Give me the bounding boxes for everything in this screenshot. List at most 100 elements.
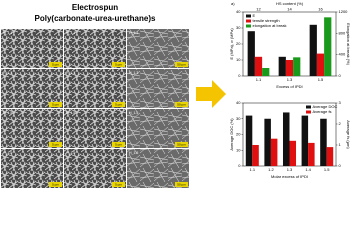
y-axis-label: E (MPa), σ (MPa) <box>229 28 234 60</box>
bar <box>247 31 255 76</box>
y-tick-label: 40 <box>236 9 241 14</box>
legend-label: E <box>253 13 256 18</box>
legend-swatch <box>306 105 311 109</box>
micrograph <box>64 109 126 148</box>
micrograph-label: H_1.3 <box>66 71 75 75</box>
bar <box>308 142 315 166</box>
scale-label: 50 µm <box>177 182 186 186</box>
arrow <box>196 80 226 108</box>
scale-label: 50 µm <box>177 102 186 106</box>
bar <box>309 24 317 76</box>
scale-label: 5 µm <box>52 62 59 66</box>
y-tick-label: 0 <box>238 73 241 78</box>
y2-tick-label: 400 <box>339 52 346 57</box>
scale-box <box>112 182 125 187</box>
micrograph <box>1 69 63 108</box>
x-tick-label: 1.1 <box>250 167 256 172</box>
scale-label: 50 µm <box>177 142 186 146</box>
bar <box>278 56 286 76</box>
scale-box <box>49 102 62 107</box>
scale-label: 5 µm <box>52 182 59 186</box>
bar <box>316 53 325 76</box>
bar <box>262 68 270 76</box>
top-tick-label: 14 <box>287 7 292 12</box>
bar <box>326 147 334 166</box>
scale-box <box>175 102 188 107</box>
scale-label: 5 µm <box>115 102 122 106</box>
bar <box>293 57 301 76</box>
bar <box>289 140 297 166</box>
micrograph <box>1 109 63 148</box>
micrograph-label: H_1.5 <box>66 151 75 155</box>
panel-label: a) <box>231 1 235 6</box>
top-axis-label: HS content (%) <box>276 1 304 6</box>
x-axis-label: Molar excess of IPDI <box>271 174 308 179</box>
x-tick-label: 1.1 <box>256 77 262 82</box>
y2-tick-label: 1 <box>339 142 342 147</box>
micrograph-label: H_1.5 <box>129 111 138 115</box>
scale-box <box>112 142 125 147</box>
micrograph <box>64 149 126 188</box>
y-tick-label: 20 <box>236 132 241 137</box>
bar <box>301 115 309 166</box>
y2-tick-label: 800 <box>339 30 346 35</box>
scale-box <box>49 62 62 67</box>
scale-box <box>49 142 62 147</box>
micrograph-label: H_1.5 <box>3 151 12 155</box>
micrograph <box>1 149 63 188</box>
scale-label: 5 µm <box>52 102 59 106</box>
micrograph <box>127 29 189 68</box>
micrograph-label: H_1.1 <box>3 31 12 35</box>
scale-label: 5 µm <box>115 142 122 146</box>
legend-label: elongation at break <box>253 23 287 28</box>
micrograph-label: H_1.3 <box>3 71 12 75</box>
scale-label: 5 µm <box>115 182 122 186</box>
legend-swatch <box>246 24 251 28</box>
scale-box <box>49 182 62 187</box>
micrograph <box>127 109 189 148</box>
bar <box>270 138 278 166</box>
x-tick-label: 1.2 <box>268 167 274 172</box>
scale-label: 50 µm <box>177 62 186 66</box>
title-line: Poly(carbonate-urea-urethane)s <box>35 14 156 23</box>
y2-axis-label: Average fs (µm) <box>346 120 351 149</box>
y-tick-label: 10 <box>236 147 241 152</box>
y2-axis-label: Elongation at break (%) <box>346 23 351 65</box>
legend-label: Average DOC <box>313 104 338 109</box>
y-tick-label: 0 <box>238 163 241 168</box>
micrograph <box>64 69 126 108</box>
scale-box <box>112 62 125 67</box>
micrograph <box>1 29 63 68</box>
bar <box>254 56 263 76</box>
y-tick-label: 20 <box>236 41 241 46</box>
y-tick-label: 10 <box>236 57 241 62</box>
x-tick-label: 1.5 <box>318 77 324 82</box>
x-tick-label: 1.4 <box>305 167 311 172</box>
micrograph-label: H_1.3 <box>129 71 138 75</box>
legend-label: Average fs <box>313 109 332 114</box>
y2-tick-label: 1200 <box>339 9 349 14</box>
scale-label: 5 µm <box>115 62 122 66</box>
micrograph <box>127 149 189 188</box>
x-tick-label: 1.3 <box>287 167 293 172</box>
top-tick-label: 12 <box>256 7 261 12</box>
legend-swatch <box>306 110 311 114</box>
x-tick-label: 1.5 <box>324 167 330 172</box>
bar <box>245 115 253 166</box>
y-tick-label: 30 <box>236 25 241 30</box>
micrograph-label: H_1.5 <box>3 111 12 115</box>
micrograph <box>64 29 126 68</box>
micrograph-label: H_1.1 <box>66 31 75 35</box>
y2-tick-label: 0 <box>339 163 342 168</box>
scale-box <box>175 182 188 187</box>
x-tick-label: 1.3 <box>287 77 293 82</box>
scale-label: 5 µm <box>52 142 59 146</box>
y-tick-label: 30 <box>236 116 241 121</box>
scale-box <box>112 102 125 107</box>
micrograph-label: H_1.5 <box>129 151 138 155</box>
micrograph-label: H_1.1 <box>129 31 138 35</box>
bar <box>324 17 332 76</box>
legend-swatch <box>246 19 251 23</box>
bar <box>264 118 271 166</box>
